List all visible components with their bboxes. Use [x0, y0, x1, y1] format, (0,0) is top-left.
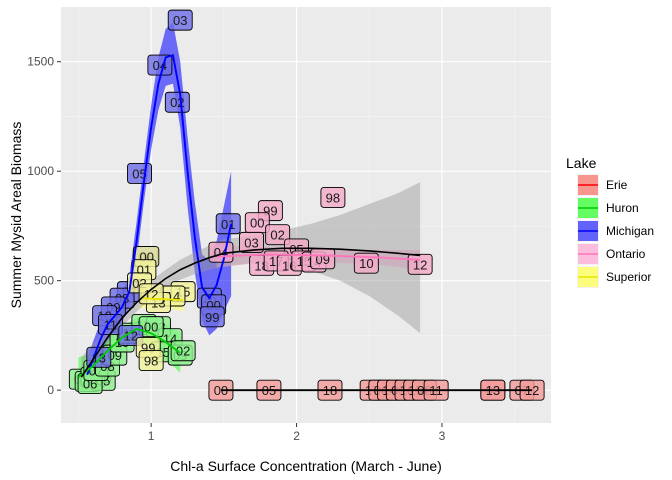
- legend-label: Michigan: [606, 224, 654, 238]
- point-label: 12: [124, 328, 138, 343]
- y-tick-label: 0: [47, 383, 54, 397]
- legend-item-huron: Huron: [577, 197, 639, 219]
- point-label: 12: [413, 257, 427, 272]
- point-ontario: 98: [320, 187, 346, 208]
- x-tick-label: 3: [439, 429, 446, 443]
- legend-label: Superior: [606, 270, 651, 284]
- legend-item-michigan: Michigan: [577, 220, 654, 242]
- point-label: 10: [359, 256, 373, 271]
- point-ontario: 09: [310, 248, 336, 270]
- point-michigan: 03: [167, 9, 193, 31]
- point-ontario: 02: [265, 224, 291, 246]
- fit-line-huron: [77, 327, 181, 378]
- fit-line-ontario: [216, 253, 421, 261]
- y-tick-label: 1000: [27, 164, 54, 178]
- point-label: 03: [244, 235, 258, 250]
- plot-panel: [61, 7, 551, 423]
- legend-title: Lake: [566, 155, 597, 171]
- point-label: 00: [250, 216, 264, 231]
- y-tick-label: 1500: [27, 55, 54, 69]
- ribbon-overall: [81, 182, 421, 395]
- point-michigan: 05: [127, 162, 152, 184]
- point-label: 01: [221, 217, 235, 232]
- fit-line-michigan: [86, 53, 233, 376]
- point-box: [167, 9, 193, 31]
- y-axis-title: Summer Mysid Areal Biomass: [8, 122, 24, 309]
- point-box: [199, 306, 225, 328]
- point-label: 00: [144, 320, 158, 335]
- point-box: [265, 224, 291, 246]
- point-ontario: 12: [407, 253, 433, 275]
- point-superior: 98: [138, 350, 164, 372]
- y-tick-label: 500: [34, 274, 54, 288]
- legend: Lake Erie Huron Michigan Ontario Superior: [566, 155, 654, 288]
- point-michigan: 02: [164, 91, 190, 113]
- point-box: [320, 187, 346, 208]
- x-tick-label: 1: [148, 429, 155, 443]
- legend-label: Erie: [606, 178, 628, 192]
- fit-line-overall: [80, 247, 421, 378]
- point-huron: 02: [170, 340, 196, 362]
- point-label: 99: [205, 310, 219, 325]
- legend-label: Huron: [606, 201, 639, 215]
- point-box: [138, 350, 164, 372]
- fit-lines: [77, 53, 533, 392]
- legend-item-superior: Superior: [577, 266, 651, 288]
- x-axis: 1 2 3: [148, 423, 446, 443]
- point-superior: 12: [138, 283, 164, 305]
- x-tick-label: 2: [293, 429, 300, 443]
- point-label: 98: [144, 354, 158, 369]
- point-label: 98: [326, 190, 340, 205]
- point-label: 05: [132, 166, 146, 181]
- fit-line-superior: [139, 297, 184, 301]
- legend-item-ontario: Ontario: [577, 243, 646, 265]
- point-box: [239, 231, 264, 253]
- point-ontario: 03: [239, 231, 264, 253]
- point-label: 02: [270, 228, 284, 243]
- point-label: 03: [173, 13, 187, 28]
- point-michigan: 01: [215, 213, 241, 235]
- point-ontario: 00: [244, 212, 270, 234]
- point-michigan: 04: [147, 54, 173, 76]
- point-box: [164, 91, 190, 113]
- point-label: 09: [315, 252, 329, 267]
- x-axis-title: Chl-a Surface Concentration (March - Jun…: [170, 458, 442, 474]
- legend-label: Ontario: [606, 247, 646, 261]
- point-michigan: 99: [199, 306, 225, 328]
- point-box: [170, 340, 196, 362]
- point-label: 02: [176, 344, 190, 359]
- legend-item-erie: Erie: [577, 174, 628, 196]
- y-axis: 0 500 1000 1500: [27, 55, 61, 397]
